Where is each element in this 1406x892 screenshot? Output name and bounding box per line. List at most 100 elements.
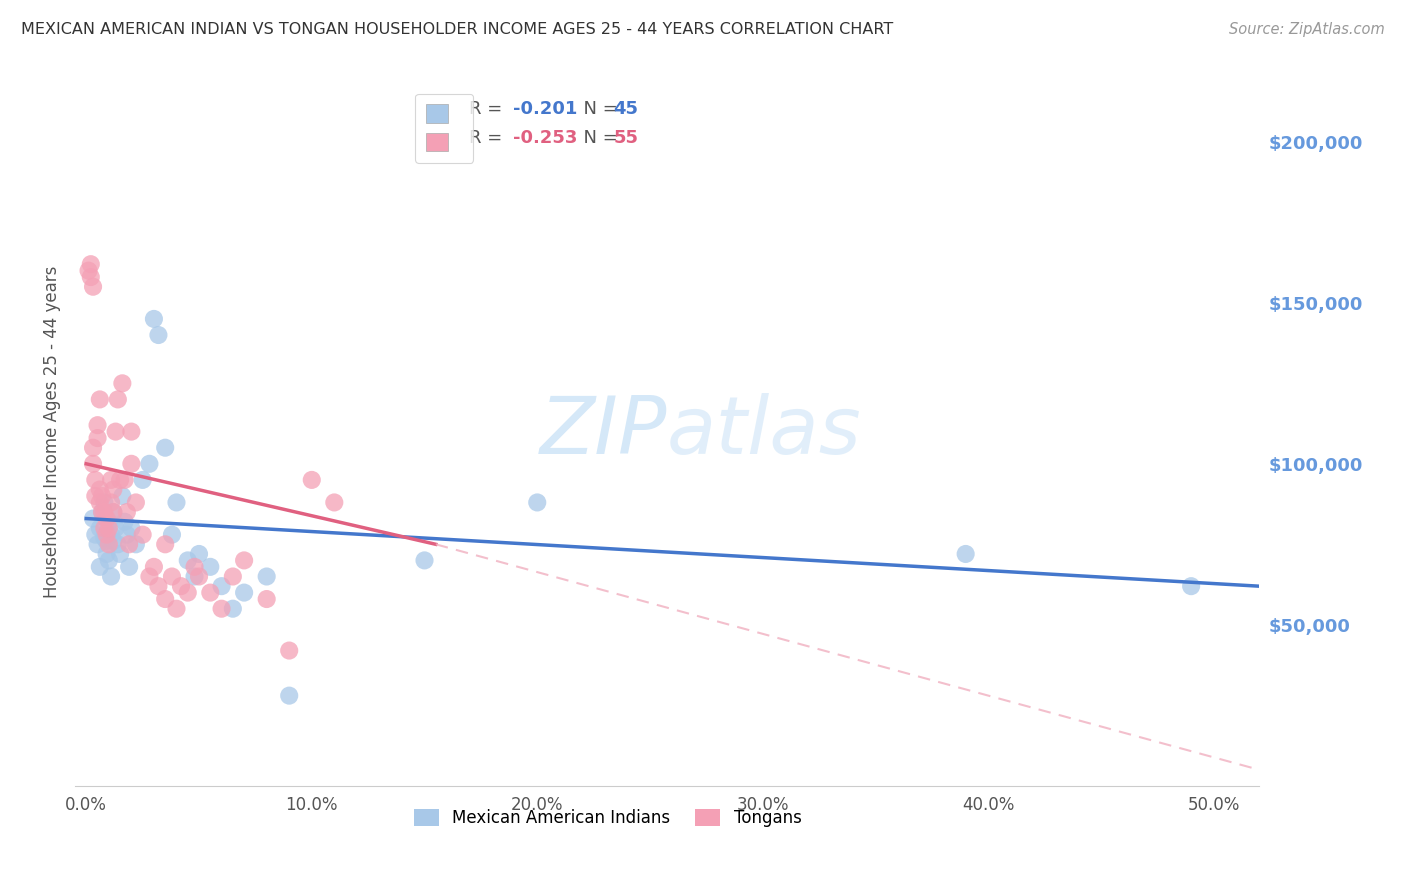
Point xyxy=(183,569,205,583)
Text: -0.201: -0.201 xyxy=(513,100,578,119)
Point xyxy=(256,592,278,607)
Point xyxy=(188,569,211,583)
Point xyxy=(138,457,160,471)
Text: Source: ZipAtlas.com: Source: ZipAtlas.com xyxy=(1229,22,1385,37)
Point xyxy=(91,505,114,519)
Y-axis label: Householder Income Ages 25 - 44 years: Householder Income Ages 25 - 44 years xyxy=(44,266,60,598)
Point xyxy=(177,585,200,599)
Point xyxy=(148,579,170,593)
Point xyxy=(82,511,104,525)
Point xyxy=(103,505,125,519)
Point xyxy=(82,279,104,293)
Point xyxy=(118,559,141,574)
Point xyxy=(82,457,104,471)
Point xyxy=(115,505,138,519)
Point xyxy=(91,489,114,503)
Point xyxy=(80,270,103,285)
Point xyxy=(97,521,120,535)
Point xyxy=(118,537,141,551)
Point xyxy=(160,569,183,583)
Point xyxy=(278,689,301,703)
Point xyxy=(120,521,142,535)
Text: ZIP: ZIP xyxy=(540,392,666,471)
Point xyxy=(97,553,120,567)
Point xyxy=(77,263,100,277)
Text: atlas: atlas xyxy=(666,392,862,471)
Point xyxy=(100,473,122,487)
Point xyxy=(278,643,301,657)
Point xyxy=(84,473,107,487)
Point xyxy=(142,559,165,574)
Point xyxy=(170,579,193,593)
Point xyxy=(97,515,120,529)
Point xyxy=(211,579,233,593)
Point xyxy=(80,257,103,271)
Point xyxy=(89,392,111,407)
Point xyxy=(97,537,120,551)
Point xyxy=(153,441,176,455)
Point xyxy=(301,473,323,487)
Point xyxy=(142,312,165,326)
Point xyxy=(413,553,436,567)
Point xyxy=(89,483,111,497)
Point xyxy=(200,585,222,599)
Point xyxy=(111,489,134,503)
Point xyxy=(96,511,118,525)
Point xyxy=(84,527,107,541)
Point xyxy=(120,425,142,439)
Point xyxy=(104,425,127,439)
Point xyxy=(166,495,188,509)
Point xyxy=(89,559,111,574)
Point xyxy=(1180,579,1202,593)
Point xyxy=(177,553,200,567)
Point xyxy=(153,592,176,607)
Point xyxy=(93,505,115,519)
Point xyxy=(93,495,115,509)
Text: R =: R = xyxy=(470,100,508,119)
Point xyxy=(84,489,107,503)
Text: -0.253: -0.253 xyxy=(513,128,578,146)
Point xyxy=(103,534,125,549)
Point xyxy=(91,505,114,519)
Point xyxy=(153,537,176,551)
Point xyxy=(100,569,122,583)
Point xyxy=(96,527,118,541)
Point xyxy=(114,473,136,487)
Point xyxy=(183,559,205,574)
Point xyxy=(107,537,129,551)
Point xyxy=(100,495,122,509)
Point xyxy=(131,473,153,487)
Point xyxy=(131,527,153,541)
Point xyxy=(125,495,148,509)
Point xyxy=(211,601,233,615)
Point xyxy=(89,495,111,509)
Text: MEXICAN AMERICAN INDIAN VS TONGAN HOUSEHOLDER INCOME AGES 25 - 44 YEARS CORRELAT: MEXICAN AMERICAN INDIAN VS TONGAN HOUSEH… xyxy=(21,22,893,37)
Point xyxy=(96,534,118,549)
Point xyxy=(104,521,127,535)
Point xyxy=(526,495,548,509)
Point xyxy=(233,553,256,567)
Point xyxy=(108,547,131,561)
Point xyxy=(111,376,134,391)
Point xyxy=(233,585,256,599)
Point xyxy=(148,328,170,343)
Text: 55: 55 xyxy=(613,128,638,146)
Point xyxy=(120,457,142,471)
Point xyxy=(125,537,148,551)
Point xyxy=(323,495,346,509)
Point xyxy=(93,521,115,535)
Point xyxy=(86,537,108,551)
Point xyxy=(86,418,108,433)
Point xyxy=(107,392,129,407)
Text: R =: R = xyxy=(470,128,508,146)
Point xyxy=(82,441,104,455)
Point xyxy=(166,601,188,615)
Point xyxy=(89,521,111,535)
Text: 45: 45 xyxy=(613,100,638,119)
Point xyxy=(160,527,183,541)
Point xyxy=(100,527,122,541)
Text: N =: N = xyxy=(572,128,624,146)
Point xyxy=(93,531,115,545)
Legend: Mexican American Indians, Tongans: Mexican American Indians, Tongans xyxy=(408,803,808,834)
Point xyxy=(200,559,222,574)
